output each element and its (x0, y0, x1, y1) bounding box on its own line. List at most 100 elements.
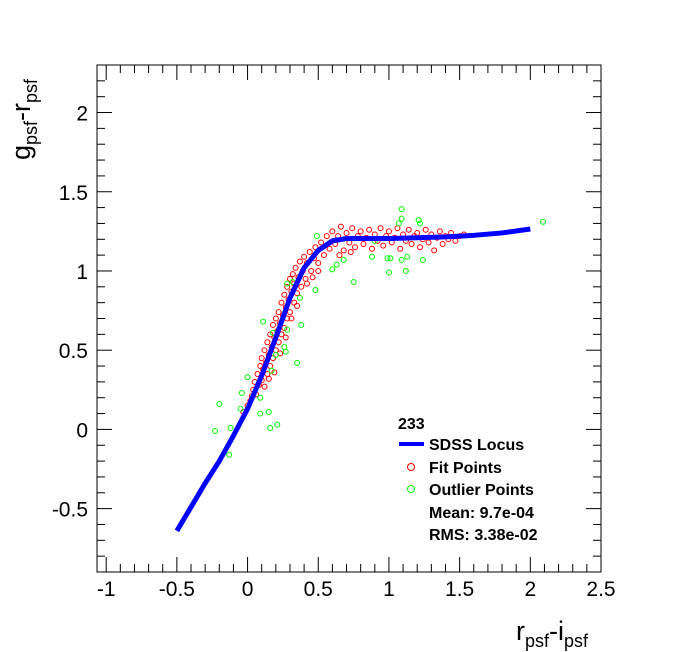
fit-point (278, 299, 285, 306)
fit-point (284, 283, 291, 290)
outlier-point (404, 253, 411, 260)
y-tick-label: -0.5 (52, 499, 88, 522)
y-title-sub: psf (21, 78, 41, 103)
fit-point (360, 241, 367, 248)
outlier-point (395, 220, 402, 227)
outlier-point (272, 351, 279, 358)
outlier-point (257, 410, 264, 417)
outlier-point (265, 408, 272, 415)
x-title-part: r (516, 616, 525, 646)
axis-ticks: -1 -0.5 0 0.5 1 1.5 2 2.5 -0.5 0 0.5 1 1.5 2 (52, 64, 616, 601)
fit-point (292, 264, 299, 271)
sdss-locus-line (174, 226, 531, 533)
fit-point (337, 223, 344, 230)
fit-point (343, 229, 350, 236)
x-title-sub: psf (564, 631, 589, 651)
fit-point (422, 226, 429, 233)
outlier-point (298, 321, 305, 328)
outlier-point (212, 427, 219, 434)
fit-point (264, 339, 271, 346)
fit-point (323, 233, 330, 240)
fit-point (408, 241, 415, 248)
fit-point (301, 253, 308, 260)
fit-point (431, 247, 438, 254)
outlier-point (398, 256, 405, 263)
legend-entry-outlier: Outlier Points (429, 482, 534, 499)
outlier-point (294, 359, 301, 366)
fit-point (425, 239, 432, 246)
fit-point (294, 302, 301, 309)
outlier-point (402, 267, 409, 274)
x-tick-label: -0.5 (159, 578, 195, 601)
y-tick-label: 2 (76, 103, 88, 126)
x-tick-label: -1 (97, 578, 116, 601)
outlier-point (257, 394, 264, 401)
outlier-point (384, 255, 391, 262)
fit-point (309, 274, 316, 281)
legend: 233 SDSS Locus Fit Points Outlier Points… (398, 416, 538, 544)
fit-point (312, 244, 319, 251)
outlier-point (260, 318, 267, 325)
y-title-part: g (6, 145, 36, 160)
outlier-point (350, 279, 357, 286)
outlier-point (419, 256, 426, 263)
outlier-point (313, 233, 320, 240)
fit-point (366, 226, 373, 233)
outlier-point (284, 280, 291, 287)
y-tick-label: 0 (76, 419, 88, 442)
x-tick-label: 0.5 (304, 578, 333, 601)
legend-entry-locus: SDSS Locus (429, 437, 524, 454)
legend-header: 233 (398, 416, 425, 433)
outlier-point (398, 206, 405, 213)
outlier-point (284, 326, 291, 333)
outlier-point (387, 255, 394, 262)
outlier-point (385, 269, 392, 276)
legend-outlier-swatch (407, 485, 415, 493)
x-tick-label: 2.5 (586, 578, 615, 601)
outlier-point (540, 218, 547, 225)
outlier-point (312, 286, 319, 293)
outlier-point (267, 424, 274, 431)
fit-point (306, 248, 313, 255)
fit-point (315, 267, 322, 274)
outlier-point (296, 294, 303, 301)
fit-point (326, 245, 333, 252)
fit-point (320, 252, 327, 259)
fit-point (377, 225, 384, 232)
plot-marks (174, 206, 547, 533)
fit-point (258, 355, 265, 362)
fit-point (296, 258, 303, 265)
fit-point (275, 309, 282, 316)
y-title-sub: psf (21, 120, 41, 145)
fit-point (405, 226, 412, 233)
fit-point (303, 280, 310, 287)
outlier-point (226, 451, 233, 458)
x-tick-label: 1.5 (445, 578, 474, 601)
fit-point (265, 375, 272, 382)
fit-point (288, 315, 295, 322)
fit-point (282, 334, 289, 341)
fit-point (281, 291, 288, 298)
y-title-part: -r (6, 103, 36, 121)
outlier-point (216, 401, 223, 408)
outlier-point (329, 266, 336, 273)
legend-mean: Mean: 9.7e-04 (429, 505, 534, 522)
y-tick-label: 1 (76, 261, 88, 284)
outlier-point (238, 389, 245, 396)
outlier-point (237, 405, 244, 412)
fit-point (261, 347, 268, 354)
fit-point (329, 228, 336, 235)
fit-point (380, 242, 387, 249)
fit-point (436, 228, 443, 235)
legend-entry-fit: Fit Points (429, 460, 502, 477)
outlier-point (368, 253, 375, 260)
fit-point (298, 283, 305, 290)
x-tick-label: 0 (242, 578, 254, 601)
fit-point (347, 248, 354, 255)
fit-point (261, 383, 268, 390)
y-tick-label: 1.5 (59, 182, 88, 205)
y-axis-title: gpsf-rpsf (6, 78, 41, 160)
fit-point (315, 260, 322, 267)
outlier-point (274, 421, 281, 428)
